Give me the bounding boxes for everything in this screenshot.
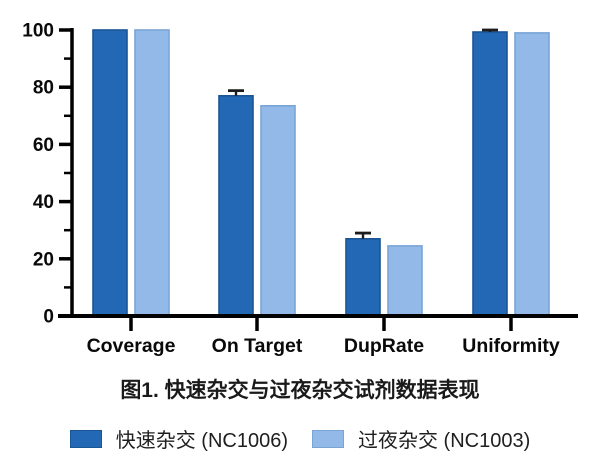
legend-item-overnight-hybridization: 过夜杂交 (NC1003) [312, 424, 530, 453]
svg-text:100: 100 [22, 21, 54, 42]
figure-caption: 图1. 快速杂交与过夜杂交试剂数据表现 [120, 379, 480, 402]
svg-text:20: 20 [33, 249, 54, 270]
svg-text:0: 0 [43, 307, 54, 328]
svg-text:80: 80 [33, 78, 54, 99]
svg-text:60: 60 [33, 135, 54, 156]
legend-label-fast-hybridization: 快速杂交 (NC1006) [115, 430, 288, 452]
legend-swatch-overnight-hybridization [312, 429, 344, 448]
svg-text:On Target: On Target [212, 335, 303, 357]
bar-chart: 0 20 40 60 80 100 Coverage On Target DupRate Unif… [22, 21, 578, 357]
svg-text:Coverage: Coverage [87, 335, 176, 357]
legend-label-overnight-hybridization: 过夜杂交 (NC1003) [358, 430, 531, 452]
legend-swatch-fast-hybridization [69, 429, 102, 448]
legend: 快速杂交 (NC1006) 过夜杂交 (NC1003) [0, 424, 600, 453]
svg-text:Uniformity: Uniformity [462, 335, 560, 357]
svg-text:DupRate: DupRate [344, 335, 424, 357]
legend-item-fast-hybridization: 快速杂交 (NC1006) [69, 424, 288, 453]
svg-text:40: 40 [33, 192, 54, 213]
